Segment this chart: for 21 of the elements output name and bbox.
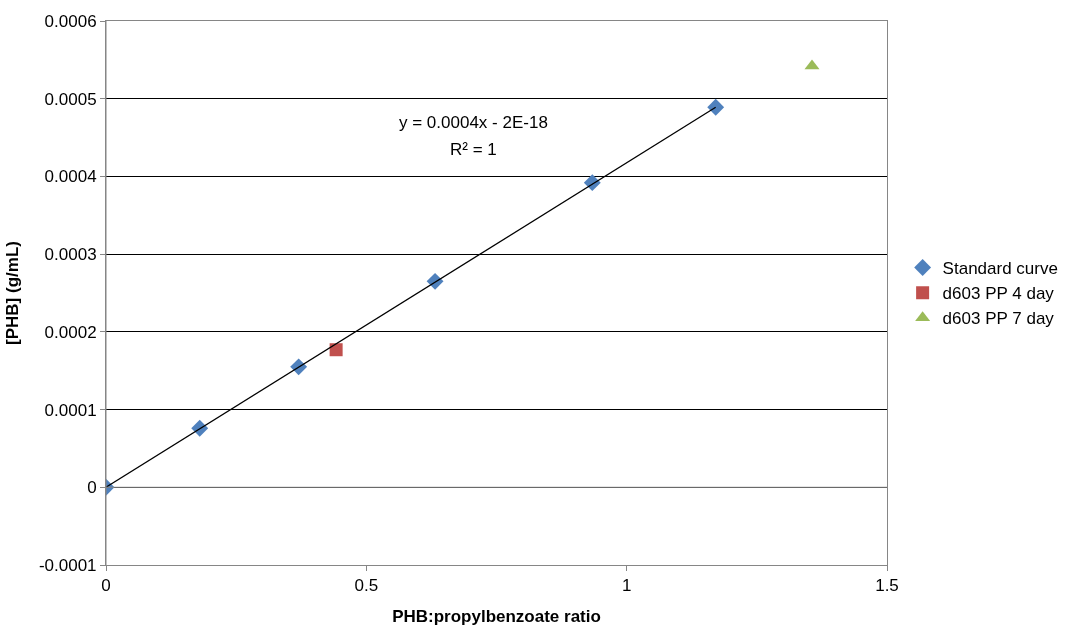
y-tick-label: 0.0005 xyxy=(44,89,97,109)
y-axis-title: [PHB] (g/mL) xyxy=(3,241,23,345)
y-tick-label: 0.0002 xyxy=(44,322,97,342)
y-tick-label: 0.0004 xyxy=(44,167,97,187)
y-tick-label: 0 xyxy=(87,478,97,498)
y-tick-label: 0.0003 xyxy=(44,245,97,265)
x-tick-label: 0.5 xyxy=(354,576,379,596)
y-tick-label: 0.0006 xyxy=(44,11,97,31)
legend-label: d603 PP 7 day xyxy=(942,309,1055,329)
y-tick-label: 0.0001 xyxy=(44,400,97,420)
annotation: y = 0.0004x - 2E-18 xyxy=(399,113,548,132)
x-tick-label: 1.5 xyxy=(875,576,899,596)
y-tick-label: -0.0001 xyxy=(38,555,97,575)
point xyxy=(329,343,343,357)
point xyxy=(707,98,725,116)
x-tick-label: 1 xyxy=(621,576,632,596)
legend-label: d603 PP 4 day xyxy=(942,284,1055,304)
annotation: R² = 1 xyxy=(450,140,497,159)
legend-label: Standard curve xyxy=(942,259,1058,279)
x-tick-label: 0 xyxy=(101,576,111,596)
x-axis-title: PHB:propylbenzoate ratio xyxy=(392,606,601,626)
